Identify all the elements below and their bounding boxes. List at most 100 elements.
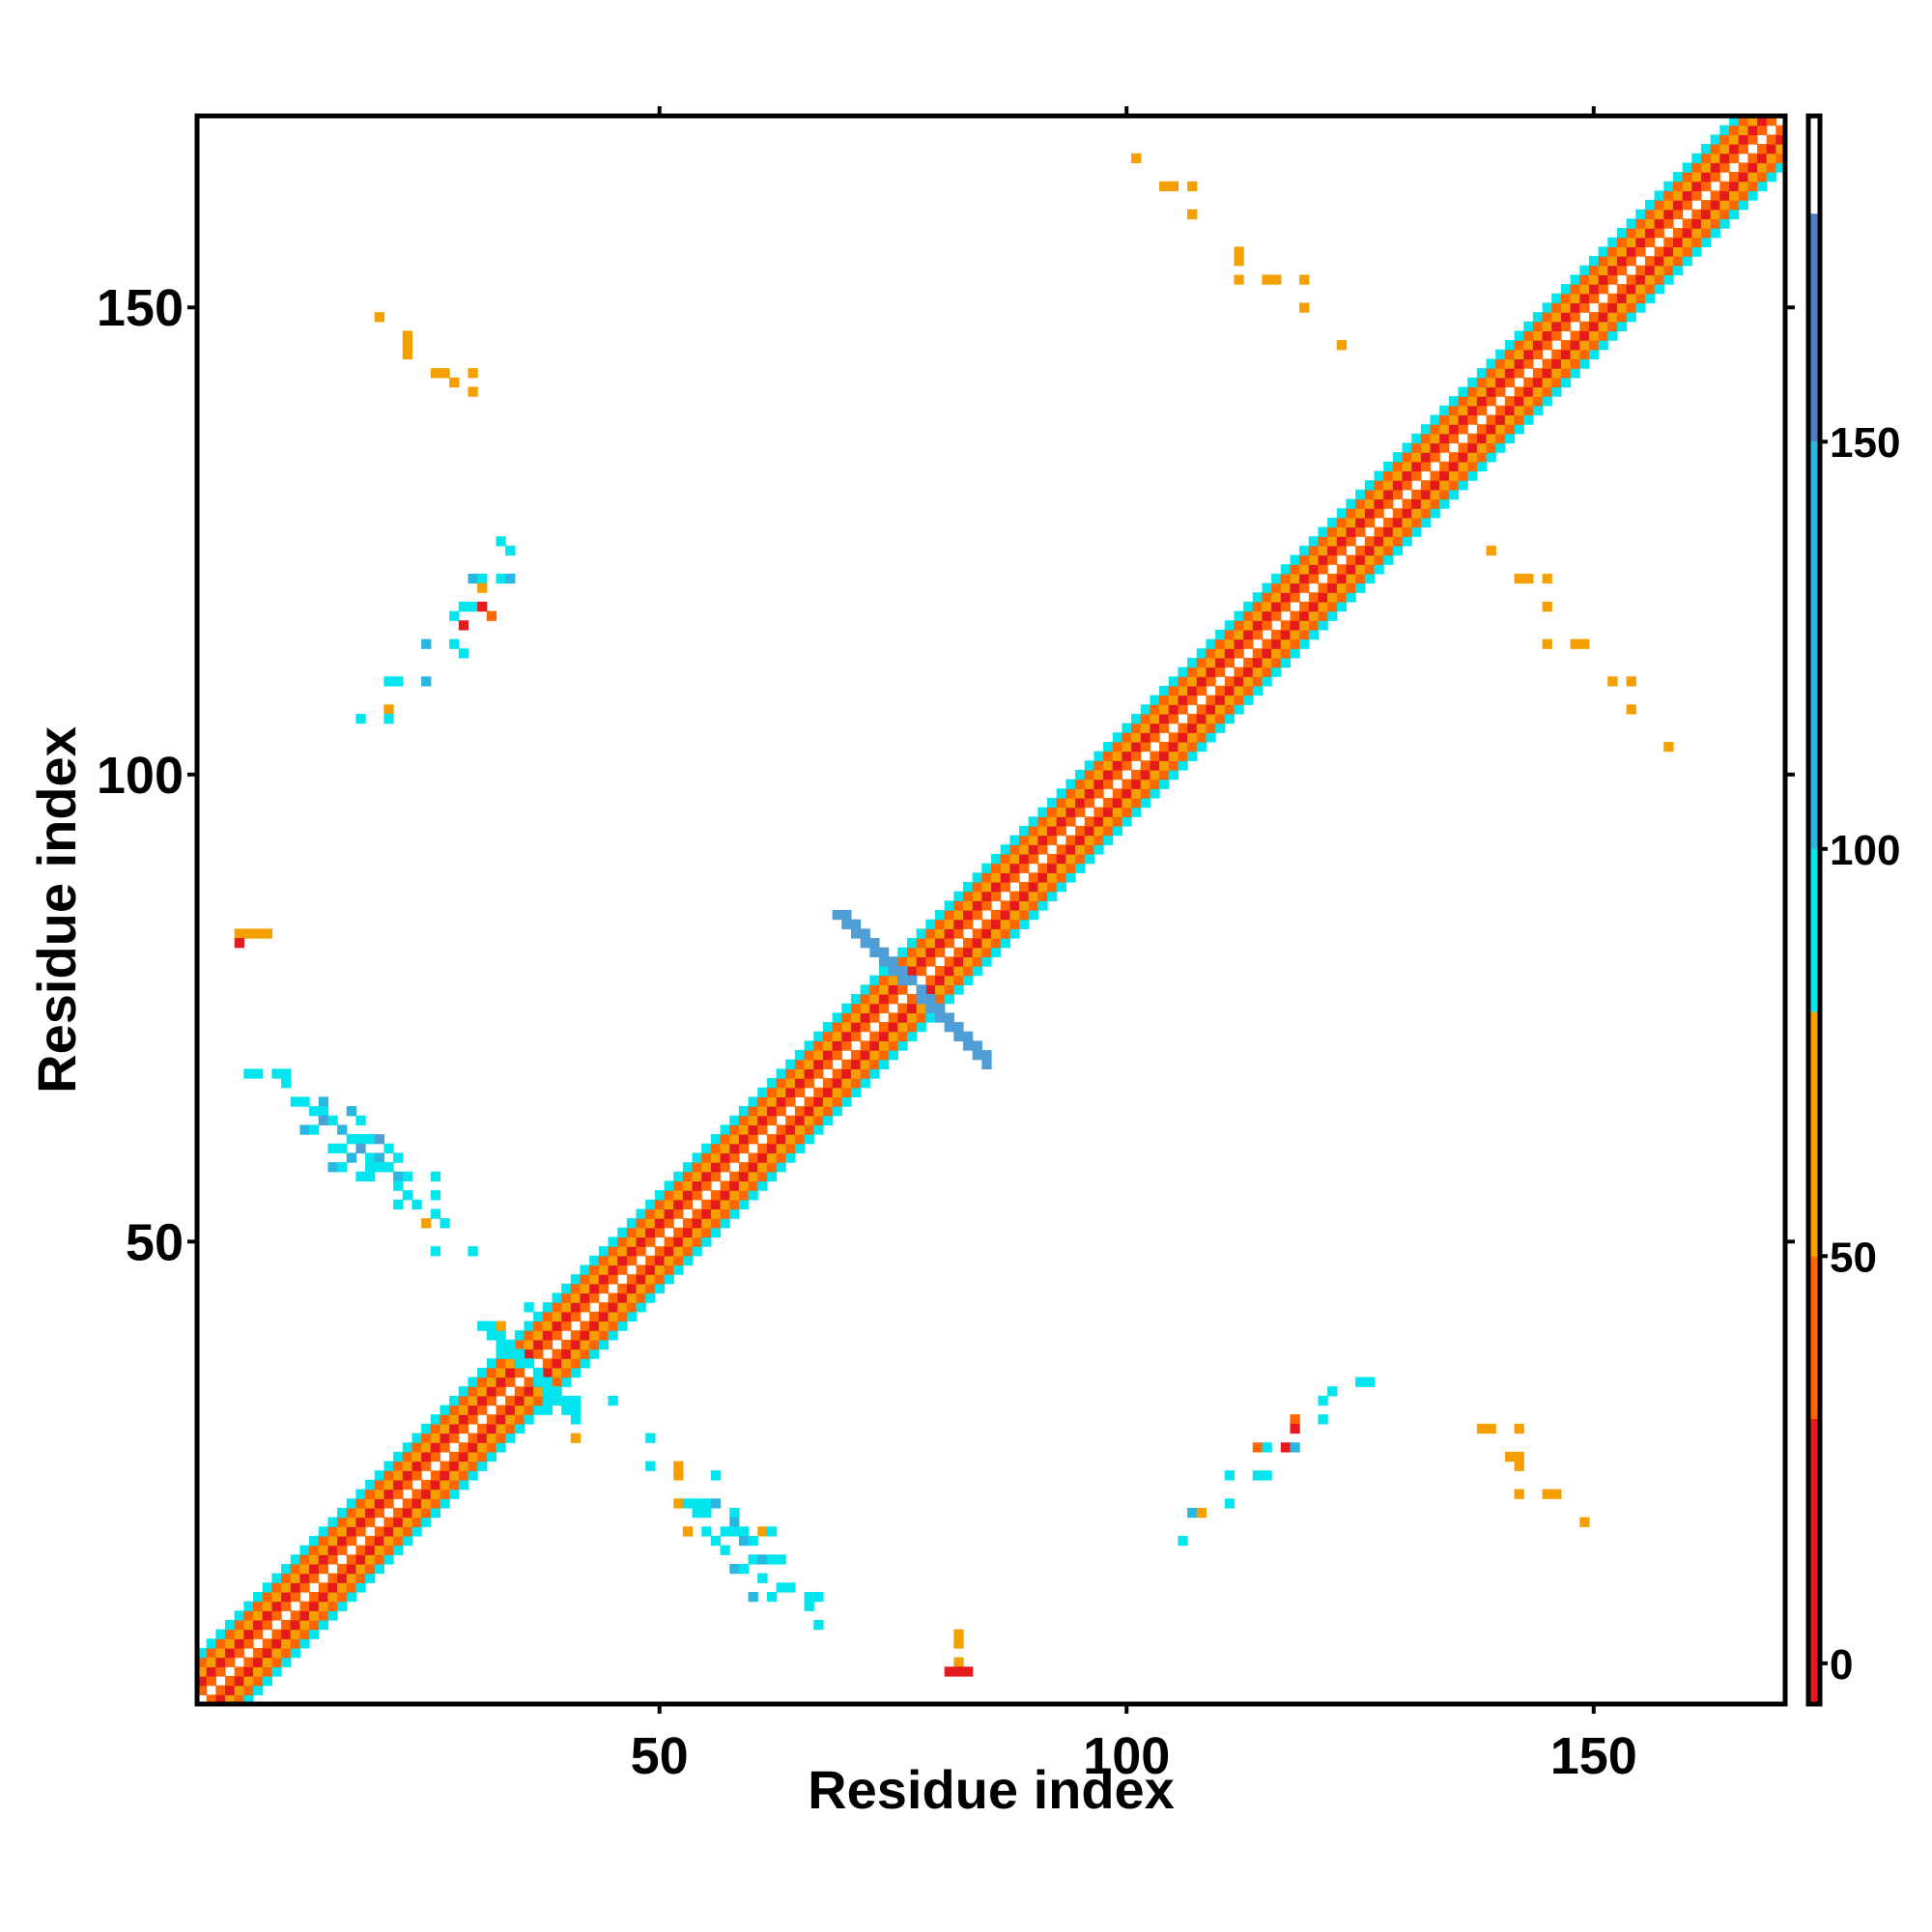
diagonal-cell xyxy=(1654,218,1664,229)
diagonal-cell xyxy=(972,881,982,893)
diagonal-cell xyxy=(299,1629,310,1639)
diagonal-cell xyxy=(1756,144,1768,155)
diagonal-cell xyxy=(1392,489,1404,500)
diagonal-cell xyxy=(1430,414,1440,425)
contact-cell xyxy=(692,1507,702,1519)
diagonal-cell xyxy=(318,1554,328,1565)
diagonal-cell xyxy=(1318,526,1328,537)
diagonal-cell xyxy=(1672,246,1684,257)
diagonal-cell xyxy=(1318,554,1328,565)
diagonal-cell xyxy=(1262,582,1272,593)
diagonal-cell xyxy=(636,1246,646,1257)
diagonal-cell xyxy=(1654,209,1664,219)
diagonal-cell xyxy=(682,1190,694,1201)
diagonal-cell xyxy=(1719,190,1730,201)
diagonal-cell xyxy=(869,975,880,985)
diagonal-cell xyxy=(720,1199,730,1210)
diagonal-cell xyxy=(1588,330,1600,341)
diagonal-cell xyxy=(477,1377,488,1387)
diagonal-cell xyxy=(626,1255,638,1266)
diagonal-cell xyxy=(524,1321,534,1331)
diagonal-cell xyxy=(1019,825,1030,837)
diagonal-cell xyxy=(822,1022,834,1033)
diagonal-cell xyxy=(1700,172,1712,183)
diagonal-cell xyxy=(1710,153,1720,163)
contact-cell xyxy=(468,573,478,584)
diagonal-cell xyxy=(1009,910,1020,921)
diagonal-cell xyxy=(1616,312,1628,323)
diagonal-cell xyxy=(822,1050,834,1061)
diagonal-cell xyxy=(225,1619,236,1631)
diagonal-cell xyxy=(1691,209,1702,219)
diagonal-cell xyxy=(860,1012,870,1023)
diagonal-cell xyxy=(271,1629,282,1639)
diagonal-cell xyxy=(1168,695,1179,705)
diagonal-cell xyxy=(1327,526,1338,537)
diagonal-cell xyxy=(878,1022,890,1033)
diagonal-cell xyxy=(1374,480,1384,491)
contact-cell xyxy=(355,1134,366,1145)
diagonal-cell xyxy=(1215,639,1226,649)
diagonal-cell xyxy=(1280,648,1292,659)
diagonal-cell xyxy=(1094,779,1104,789)
diagonal-cell xyxy=(1766,134,1776,145)
diagonal-cell xyxy=(1103,797,1114,809)
diagonal-cell xyxy=(766,1162,778,1173)
contact-cell xyxy=(729,1507,740,1519)
diagonal-cell xyxy=(841,1031,852,1041)
diagonal-cell xyxy=(346,1554,356,1565)
diagonal-cell xyxy=(1383,554,1394,565)
diagonal-cell xyxy=(1514,424,1524,435)
diagonal-cell xyxy=(1364,480,1376,491)
contact-cell xyxy=(738,1563,750,1575)
diagonal-cell xyxy=(290,1563,300,1575)
diagonal-cell xyxy=(1168,760,1179,771)
diagonal-cell xyxy=(570,1293,582,1303)
diagonal-cell xyxy=(412,1498,422,1509)
diagonal-cell xyxy=(1448,470,1460,481)
diagonal-cell xyxy=(1224,704,1236,715)
diagonal-cell xyxy=(1710,228,1720,239)
diagonal-cell xyxy=(1560,293,1572,304)
diagonal-cell xyxy=(1663,181,1674,191)
diagonal-cell xyxy=(1486,358,1496,369)
diagonal-cell xyxy=(1355,489,1366,500)
diagonal-cell xyxy=(1532,312,1544,323)
diagonal-cell xyxy=(953,900,964,911)
diagonal-cell xyxy=(869,1050,880,1061)
diagonal-cell xyxy=(533,1395,544,1406)
y-tick-label: 50 xyxy=(126,1213,184,1271)
diagonal-cell xyxy=(440,1461,450,1471)
diagonal-cell xyxy=(738,1162,750,1173)
diagonal-cell xyxy=(1626,302,1636,313)
contact-cell xyxy=(468,601,478,612)
diagonal-cell xyxy=(561,1302,572,1313)
diagonal-cell xyxy=(626,1227,638,1238)
diagonal-cell xyxy=(841,1040,852,1051)
diagonal-cell xyxy=(215,1657,226,1667)
diagonal-cell xyxy=(524,1395,534,1406)
diagonal-cell xyxy=(197,1647,208,1659)
diagonal-cell xyxy=(1551,368,1562,379)
contact-cell xyxy=(1178,1535,1188,1547)
diagonal-cell xyxy=(1495,405,1506,416)
cross-contact-cell xyxy=(888,956,898,967)
contact-cell xyxy=(1514,1489,1524,1499)
contact-cell xyxy=(766,1591,778,1603)
diagonal-cell xyxy=(1308,611,1320,621)
diagonal-cell xyxy=(542,1358,554,1369)
diagonal-cell xyxy=(1047,863,1058,873)
diagonal-cell xyxy=(468,1377,478,1387)
diagonal-cell xyxy=(1178,723,1188,733)
diagonal-cell xyxy=(991,928,1002,939)
diagonal-cell xyxy=(1047,835,1058,845)
diagonal-cell xyxy=(1607,321,1618,332)
diagonal-cell xyxy=(953,966,964,977)
diagonal-cell xyxy=(729,1124,740,1135)
diagonal-cell xyxy=(1028,900,1038,911)
diagonal-cell xyxy=(1682,181,1692,191)
contact-cell xyxy=(1131,153,1142,163)
diagonal-cell xyxy=(1756,162,1768,173)
contact-cell xyxy=(430,1171,441,1182)
diagonal-cell xyxy=(1196,713,1208,724)
